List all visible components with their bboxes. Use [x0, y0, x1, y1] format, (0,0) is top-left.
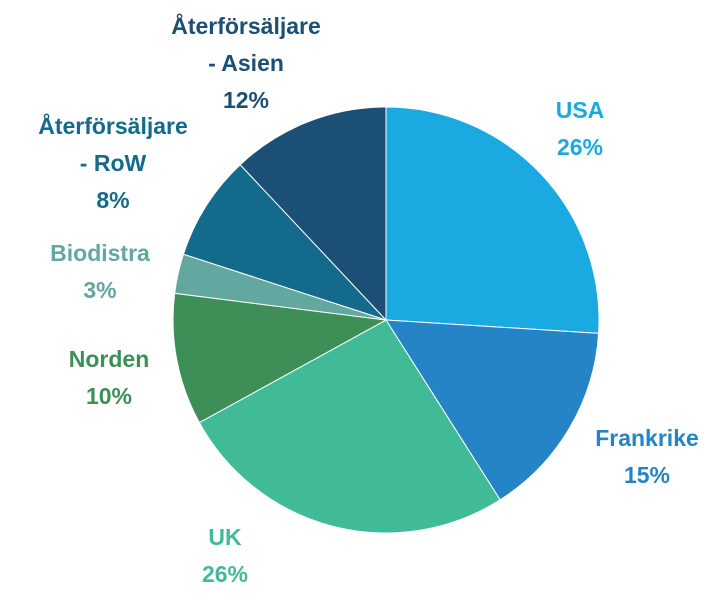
label-frankrike-percent: 15% — [623, 462, 671, 488]
pie-slice-usa — [385, 106, 600, 334]
label-aterforsaljare-asien: Återförsäljare - Asien 12% — [171, 8, 321, 119]
label-asien-name-line1: Återförsäljare — [171, 13, 321, 39]
label-asien-percent: 12% — [222, 87, 270, 113]
label-norden: Norden 10% — [69, 341, 150, 415]
label-usa: USA 26% — [556, 92, 605, 166]
label-row-name-line1: Återförsäljare — [38, 113, 188, 139]
label-usa-name: USA — [555, 97, 605, 123]
label-frankrike: Frankrike 15% — [595, 420, 699, 494]
label-uk-name: UK — [208, 524, 242, 550]
pie-slice-frankrike — [385, 319, 600, 501]
pie-slice-uk — [198, 319, 501, 534]
label-norden-percent: 10% — [85, 383, 133, 409]
label-norden-name: Norden — [68, 346, 150, 372]
label-frankrike-name: Frankrike — [595, 425, 699, 451]
label-row-name-line2: - RoW — [79, 150, 147, 176]
label-uk-percent: 26% — [201, 561, 249, 587]
label-biodistra-name: Biodistra — [50, 240, 150, 266]
pie-slice--terf-rs-ljare-asien — [239, 106, 387, 322]
label-row-percent: 8% — [96, 187, 130, 213]
label-usa-percent: 26% — [556, 134, 604, 160]
pie-slice-norden — [172, 292, 388, 424]
label-biodistra: Biodistra 3% — [50, 235, 150, 309]
label-biodistra-percent: 3% — [83, 277, 117, 303]
label-asien-name-line2: - Asien — [208, 50, 284, 76]
label-aterforsaljare-row: Återförsäljare - RoW 8% — [38, 108, 188, 219]
pie-slice--terf-rs-ljare-row — [182, 164, 387, 321]
label-uk: UK 26% — [202, 519, 248, 593]
